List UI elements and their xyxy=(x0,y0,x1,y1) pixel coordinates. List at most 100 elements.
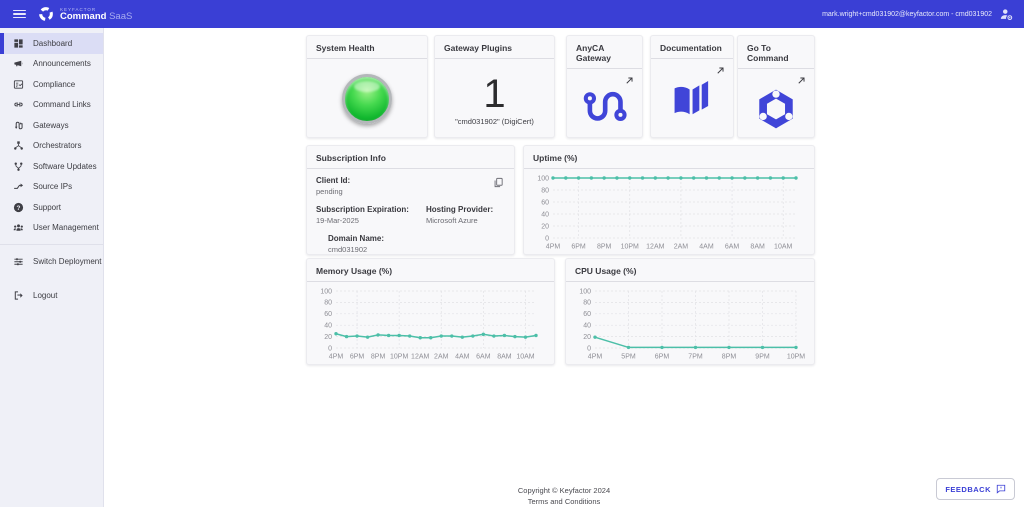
external-link-icon xyxy=(798,77,805,84)
svg-text:0: 0 xyxy=(328,345,332,352)
svg-text:20: 20 xyxy=(324,334,332,341)
software-updates-icon xyxy=(13,161,24,172)
svg-text:8PM: 8PM xyxy=(597,244,612,251)
sidebar-item-support[interactable]: ? Support xyxy=(0,197,103,218)
svg-text:40: 40 xyxy=(541,211,549,218)
external-link-icon xyxy=(717,67,724,74)
svg-text:12AM: 12AM xyxy=(646,244,664,251)
svg-text:100: 100 xyxy=(320,288,332,295)
svg-text:8PM: 8PM xyxy=(722,354,737,361)
sidebar-item-dashboard[interactable]: Dashboard xyxy=(0,33,103,54)
expiration-label: Subscription Expiration: xyxy=(316,205,409,214)
svg-text:2AM: 2AM xyxy=(434,354,449,361)
brand-keyfactor-label: KEYFACTOR xyxy=(60,6,97,12)
svg-text:7PM: 7PM xyxy=(688,354,703,361)
feedback-button[interactable]: FEEDBACK xyxy=(936,478,1015,500)
subscription-info-title: Subscription Info xyxy=(307,146,514,169)
client-id-label: Client Id: xyxy=(316,176,351,185)
svg-text:40: 40 xyxy=(324,323,332,330)
go-to-command-title: Go To Command xyxy=(738,36,814,69)
svg-text:6PM: 6PM xyxy=(655,354,670,361)
sidebar-nav: Dashboard Announcements Compliance Comma… xyxy=(0,28,104,507)
sidebar-item-switch-deployment[interactable]: Switch Deployment xyxy=(0,251,103,272)
svg-text:20: 20 xyxy=(583,334,591,341)
svg-text:100: 100 xyxy=(579,288,591,295)
switch-deployment-icon xyxy=(13,256,24,267)
route-icon xyxy=(583,92,627,121)
svg-text:12AM: 12AM xyxy=(411,354,429,361)
hosting-label: Hosting Provider: xyxy=(426,205,494,214)
memory-chart-card: Memory Usage (%) 0 20 40 60 80 100 4PM 6PM 8PM 10… xyxy=(306,258,555,365)
subscription-row: Subscription Expiration: 19-Mar-2025 Hos… xyxy=(316,205,505,225)
svg-text:80: 80 xyxy=(324,300,332,307)
command-hex-logo-icon xyxy=(759,89,793,129)
documentation-title: Documentation xyxy=(651,36,733,59)
memory-line-chart: 0 20 40 60 80 100 4PM 6PM 8PM 10PM 12AM 2AM 4AM 6AM 8A… xyxy=(309,283,548,361)
sidebar-item-user-management[interactable]: User Management xyxy=(0,218,103,239)
system-health-body xyxy=(307,59,427,139)
health-status-orb xyxy=(342,74,392,124)
sidebar-item-software-updates[interactable]: Software Updates xyxy=(0,156,103,177)
go-to-command-card[interactable]: Go To Command xyxy=(737,35,815,138)
svg-text:100: 100 xyxy=(537,175,549,182)
svg-text:4AM: 4AM xyxy=(455,354,470,361)
sidebar-item-gateways[interactable]: Gateways xyxy=(0,115,103,136)
command-links-icon xyxy=(13,99,24,110)
expiration-block: Subscription Expiration: 19-Mar-2025 xyxy=(316,205,426,225)
sidebar-item-command-links[interactable]: Command Links xyxy=(0,95,103,116)
documentation-card[interactable]: Documentation xyxy=(650,35,734,138)
copy-icon[interactable] xyxy=(493,177,504,188)
logout-icon xyxy=(13,290,24,301)
documentation-body xyxy=(651,59,733,139)
sidebar-item-logout[interactable]: Logout xyxy=(0,286,103,307)
top-app-bar: KEYFACTOR Command SaaS mark.wright+cmd03… xyxy=(0,0,1024,28)
brand-command-label: Command SaaS xyxy=(60,10,133,22)
svg-text:60: 60 xyxy=(541,199,549,206)
cpu-line-chart: 0 20 40 60 80 100 4PM 5PM 6PM 7PM 8PM 9PM 10PM xyxy=(568,283,808,361)
sidebar-item-compliance[interactable]: Compliance xyxy=(0,74,103,95)
svg-text:10PM: 10PM xyxy=(390,354,408,361)
svg-text:9PM: 9PM xyxy=(755,354,770,361)
svg-text:60: 60 xyxy=(583,311,591,318)
svg-text:4AM: 4AM xyxy=(699,244,714,251)
svg-text:4PM: 4PM xyxy=(588,354,603,361)
cpu-chart-title: CPU Usage (%) xyxy=(566,259,814,282)
user-account-label: mark.wright+cmd031902@keyfactor.com - cm… xyxy=(822,10,992,18)
anyca-gateway-body xyxy=(567,69,642,149)
svg-text:5PM: 5PM xyxy=(621,354,636,361)
brand: KEYFACTOR Command SaaS xyxy=(38,6,132,22)
svg-text:6PM: 6PM xyxy=(350,354,365,361)
svg-text:6PM: 6PM xyxy=(571,244,586,251)
compliance-icon xyxy=(13,79,24,90)
client-id-value: pending xyxy=(316,187,343,196)
anyca-gateway-card[interactable]: AnyCA Gateway xyxy=(566,35,643,138)
brand-text: KEYFACTOR Command SaaS xyxy=(60,7,132,22)
domain-value: cmd031902 xyxy=(328,245,368,254)
gateway-plugins-count: 1 xyxy=(483,71,506,116)
svg-text:8AM: 8AM xyxy=(750,244,765,251)
gateway-plugins-card: Gateway Plugins 1 "cmd031902" (DigiCert) xyxy=(434,35,555,138)
cpu-chart-card: CPU Usage (%) 0 20 40 60 80 100 4PM 5PM 6PM 7PM 8P… xyxy=(565,258,815,365)
svg-text:8PM: 8PM xyxy=(371,354,386,361)
hosting-value: Microsoft Azure xyxy=(426,216,478,225)
sidebar-item-source-ips[interactable]: Source IPs xyxy=(0,177,103,198)
manage-account-icon[interactable] xyxy=(999,7,1014,22)
gateways-icon xyxy=(13,120,24,131)
svg-text:40: 40 xyxy=(583,323,591,330)
svg-text:10PM: 10PM xyxy=(621,244,639,251)
hamburger-icon xyxy=(12,8,26,21)
terms-link[interactable]: Terms and Conditions xyxy=(527,497,601,506)
gateway-plugins-body: 1 "cmd031902" (DigiCert) xyxy=(435,59,554,139)
orchestrators-icon xyxy=(13,140,24,151)
menu-toggle-button[interactable] xyxy=(4,0,34,28)
sidebar-divider xyxy=(0,244,103,245)
sidebar-item-orchestrators[interactable]: Orchestrators xyxy=(0,136,103,157)
sidebar-spacer xyxy=(0,272,103,286)
system-health-card: System Health xyxy=(306,35,428,138)
external-link-icon xyxy=(626,77,633,84)
sidebar-item-announcements[interactable]: Announcements xyxy=(0,54,103,75)
svg-text:6AM: 6AM xyxy=(476,354,491,361)
svg-text:10AM: 10AM xyxy=(516,354,534,361)
svg-text:4PM: 4PM xyxy=(329,354,344,361)
